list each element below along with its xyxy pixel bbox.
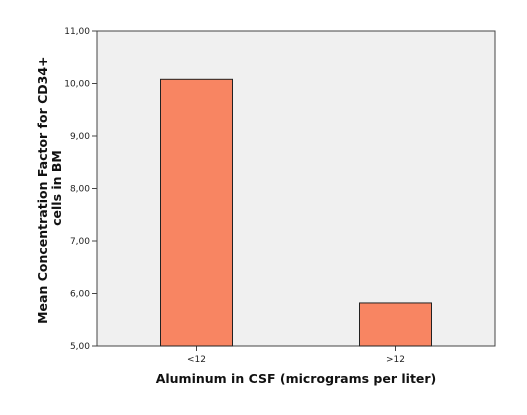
x-tick-label: >12 xyxy=(386,355,405,365)
y-axis-title-line-1: Mean Concentration Factor for CD34+ xyxy=(35,56,50,323)
bars xyxy=(160,78,432,347)
y-tick-label: 7,00 xyxy=(70,237,90,247)
plot-background xyxy=(96,30,496,347)
y-tick-label: 8,00 xyxy=(70,185,90,195)
y-axis: 5,00 6,00 7,00 8,00 9,00 10,00 11,00 xyxy=(64,27,97,352)
y-tick-label: 5,00 xyxy=(70,342,90,352)
x-tick-label: <12 xyxy=(187,355,206,365)
y-tick-label: 10,00 xyxy=(64,80,90,90)
x-axis-title: Aluminum in CSF (micrograms per liter) xyxy=(156,371,437,386)
y-axis-title: Mean Concentration Factor for CD34+ cell… xyxy=(35,52,64,324)
bar xyxy=(160,78,233,347)
y-tick-label: 9,00 xyxy=(70,132,90,142)
y-tick-label: 11,00 xyxy=(64,27,90,37)
bar xyxy=(359,302,432,347)
x-axis: <12 >12 xyxy=(187,346,405,365)
y-tick-label: 6,00 xyxy=(70,290,90,300)
y-axis-title-line-2: cells in BM xyxy=(49,150,64,226)
